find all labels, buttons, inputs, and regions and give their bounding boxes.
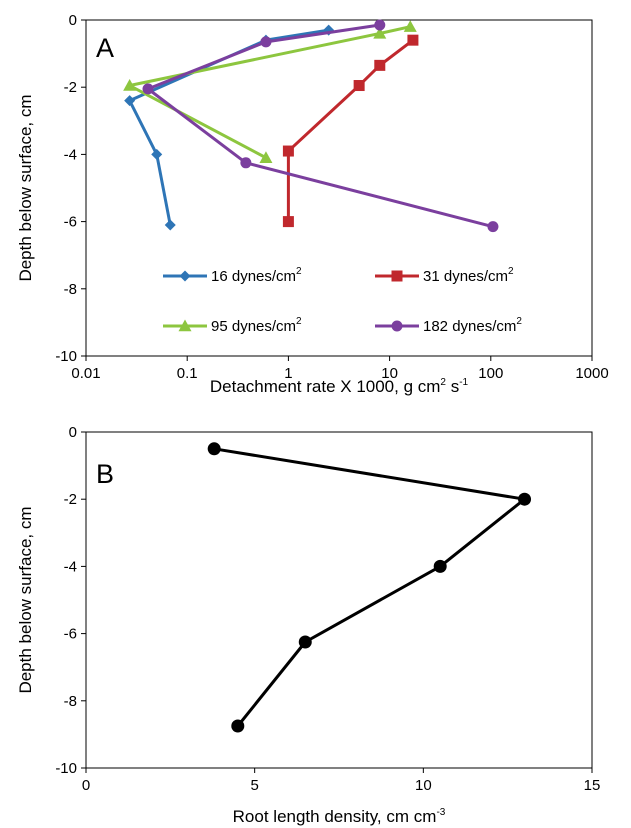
x-tick-label: 15 bbox=[584, 777, 601, 794]
y-tick-label: -8 bbox=[64, 693, 77, 710]
legend-item-182: 182 dynes/cm2 bbox=[375, 316, 522, 335]
y-tick-label: -6 bbox=[64, 214, 77, 231]
data-point bbox=[142, 83, 154, 95]
legend-label: 16 dynes/cm2 bbox=[211, 266, 302, 285]
panel-a-chart: 0.01 0.1 1 10 100 1000 0 -2 -4 -6 -8 -10 A Detachm… bbox=[16, 12, 609, 396]
panel-a-y-axis-title: Depth below surface, cm bbox=[16, 94, 35, 281]
x-tick-label: 1 bbox=[284, 365, 292, 382]
legend-swatch-marker bbox=[391, 320, 403, 332]
y-tick-label: 0 bbox=[69, 424, 77, 441]
x-tick-label: 10 bbox=[415, 777, 432, 794]
y-tick-label: -6 bbox=[64, 626, 77, 643]
panel-a-letter: A bbox=[96, 33, 114, 63]
data-point bbox=[240, 157, 252, 169]
data-point bbox=[403, 20, 417, 32]
series-line bbox=[286, 38, 414, 222]
legend-item-95: 95 dynes/cm2 bbox=[163, 316, 302, 335]
data-point bbox=[487, 221, 499, 233]
data-point bbox=[282, 145, 294, 157]
legend-label: 95 dynes/cm2 bbox=[211, 316, 302, 335]
y-tick-label: -2 bbox=[64, 491, 77, 508]
data-point bbox=[374, 19, 386, 31]
y-tick-label: -4 bbox=[64, 146, 77, 163]
data-point bbox=[124, 95, 136, 107]
data-point bbox=[151, 148, 163, 160]
x-tick-label: 0.1 bbox=[177, 365, 198, 382]
panel-b-x-axis-title: Root length density, cm cm-3 bbox=[233, 807, 446, 826]
panel-b-y-axis-title: Depth below surface, cm bbox=[16, 506, 35, 693]
legend-label: 31 dynes/cm2 bbox=[423, 266, 514, 285]
x-tick-label: 5 bbox=[250, 777, 258, 794]
y-tick-label: -2 bbox=[64, 79, 77, 96]
data-point bbox=[298, 635, 312, 649]
legend-item-31: 31 dynes/cm2 bbox=[375, 266, 514, 285]
x-tick-label: 100 bbox=[478, 365, 503, 382]
series-line bbox=[213, 447, 527, 727]
legend-label: 182 dynes/cm2 bbox=[423, 316, 522, 335]
panel-b-plot-area bbox=[85, 431, 593, 769]
x-tick-label: 10 bbox=[381, 365, 398, 382]
data-point bbox=[260, 36, 272, 48]
series-line bbox=[146, 23, 494, 229]
data-point bbox=[282, 216, 294, 228]
y-tick-label: -10 bbox=[55, 348, 77, 365]
series-31 bbox=[282, 34, 419, 228]
x-tick-label: 1000 bbox=[575, 365, 608, 382]
data-point bbox=[323, 24, 335, 36]
series-95 bbox=[123, 20, 417, 163]
data-point bbox=[373, 26, 387, 39]
data-point bbox=[407, 34, 419, 46]
panel-a-x-axis-title: Detachment rate X 1000, g cm2 s-1 bbox=[210, 377, 469, 396]
series-182 bbox=[142, 19, 499, 233]
data-point bbox=[433, 559, 447, 573]
data-point bbox=[353, 80, 365, 92]
data-point bbox=[207, 442, 221, 456]
legend-item-16: 16 dynes/cm2 bbox=[163, 266, 302, 285]
data-point bbox=[164, 219, 176, 231]
data-point bbox=[123, 79, 137, 91]
y-tick-label: -10 bbox=[55, 760, 77, 777]
legend-swatch-marker bbox=[178, 319, 192, 332]
x-tick-label: 0.01 bbox=[71, 365, 100, 382]
legend-swatch-marker bbox=[179, 270, 191, 282]
data-point bbox=[259, 151, 273, 163]
y-tick-label: -8 bbox=[64, 281, 77, 298]
data-point bbox=[374, 59, 386, 71]
y-tick-label: -4 bbox=[64, 558, 77, 575]
panel-a-legend: 16 dynes/cm2 31 dynes/cm2 95 dynes/cm2 182 … bbox=[163, 266, 522, 335]
data-point bbox=[518, 492, 532, 506]
panel-b-chart: 0 5 10 15 0 -2 -4 -6 -8 -10 B Root length densit… bbox=[16, 424, 600, 826]
series-line bbox=[128, 28, 329, 226]
y-tick-label: 0 bbox=[69, 12, 77, 29]
data-point bbox=[231, 719, 245, 733]
panel-a-plot-area bbox=[85, 19, 593, 357]
panel-b-letter: B bbox=[96, 459, 114, 489]
x-tick-label: 0 bbox=[82, 777, 90, 794]
legend-swatch-marker bbox=[391, 270, 403, 282]
series-1 bbox=[207, 442, 532, 733]
series-line bbox=[128, 25, 411, 160]
